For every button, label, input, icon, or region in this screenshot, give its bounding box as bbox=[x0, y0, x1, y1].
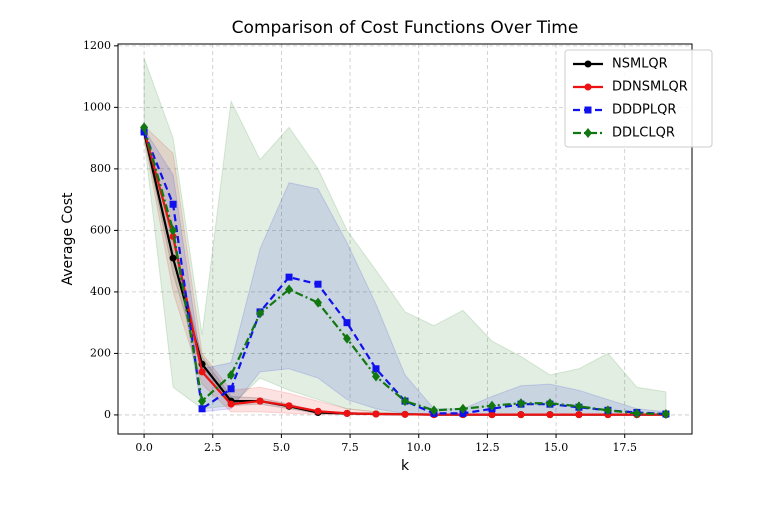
marker bbox=[314, 297, 323, 308]
y-tick-label: 1000 bbox=[83, 100, 111, 113]
marker bbox=[371, 371, 380, 382]
marker bbox=[198, 405, 206, 413]
marker bbox=[401, 396, 409, 407]
marker bbox=[227, 369, 236, 380]
marker bbox=[584, 128, 592, 138]
x-tick-label: 17.5 bbox=[612, 441, 637, 454]
marker bbox=[198, 396, 207, 407]
chart-title: Comparison of Cost Functions Over Time bbox=[232, 18, 579, 38]
y-tick-label: 400 bbox=[90, 285, 111, 298]
marker bbox=[661, 409, 670, 420]
marker bbox=[285, 402, 293, 410]
marker bbox=[545, 398, 554, 409]
legend-label: DDDPLQR bbox=[612, 103, 676, 118]
marker bbox=[372, 410, 380, 418]
y-tick-label: 0 bbox=[104, 408, 111, 421]
x-tick-label: 2.5 bbox=[204, 441, 222, 454]
marker bbox=[256, 308, 265, 319]
marker bbox=[401, 410, 409, 418]
legend-label: DDNSMLQR bbox=[612, 80, 688, 95]
y-tick-label: 600 bbox=[90, 223, 111, 236]
marker bbox=[169, 254, 177, 262]
x-axis-label: k bbox=[401, 458, 410, 474]
plot-frame bbox=[117, 43, 693, 435]
marker bbox=[574, 401, 583, 412]
marker bbox=[372, 365, 380, 373]
marker bbox=[430, 405, 439, 416]
marker bbox=[314, 280, 322, 288]
marker bbox=[458, 403, 467, 414]
x-tick-label: 0.0 bbox=[135, 441, 153, 454]
legend: NSMLQR DDNSMLQR DDDPLQR DDLCLQR bbox=[564, 49, 713, 148]
marker bbox=[517, 411, 525, 419]
marker bbox=[488, 411, 496, 419]
y-axis-label: Average Cost bbox=[60, 192, 76, 286]
marker bbox=[632, 408, 641, 419]
legend-label: DDLCLQR bbox=[612, 126, 675, 141]
marker bbox=[285, 273, 293, 281]
marker bbox=[343, 333, 352, 344]
marker bbox=[140, 122, 149, 133]
marker bbox=[169, 225, 178, 236]
marker bbox=[198, 368, 206, 376]
marker bbox=[285, 284, 294, 295]
x-tick-label: 5.0 bbox=[273, 441, 291, 454]
marker bbox=[584, 106, 592, 114]
x-tick-label: 15.0 bbox=[544, 441, 569, 454]
marker bbox=[343, 319, 351, 327]
y-tick-label: 200 bbox=[90, 346, 111, 359]
marker bbox=[584, 83, 592, 91]
marker bbox=[169, 200, 177, 208]
y-tick-label: 1200 bbox=[83, 39, 111, 52]
marker bbox=[575, 411, 583, 419]
marker bbox=[487, 400, 496, 411]
marker bbox=[603, 405, 612, 416]
x-tick-label: 12.5 bbox=[475, 441, 500, 454]
marker bbox=[227, 385, 235, 393]
x-tick-label: 10.0 bbox=[406, 441, 431, 454]
marker bbox=[584, 60, 592, 68]
x-tick-label: 7.5 bbox=[341, 441, 359, 454]
marker bbox=[314, 407, 322, 415]
marker bbox=[227, 400, 235, 408]
y-tick-label: 800 bbox=[90, 162, 111, 175]
marker bbox=[256, 397, 264, 405]
marker bbox=[343, 409, 351, 417]
legend-box bbox=[564, 49, 713, 148]
marker bbox=[546, 411, 554, 419]
legend-label: NSMLQR bbox=[612, 57, 668, 72]
marker bbox=[516, 398, 525, 409]
